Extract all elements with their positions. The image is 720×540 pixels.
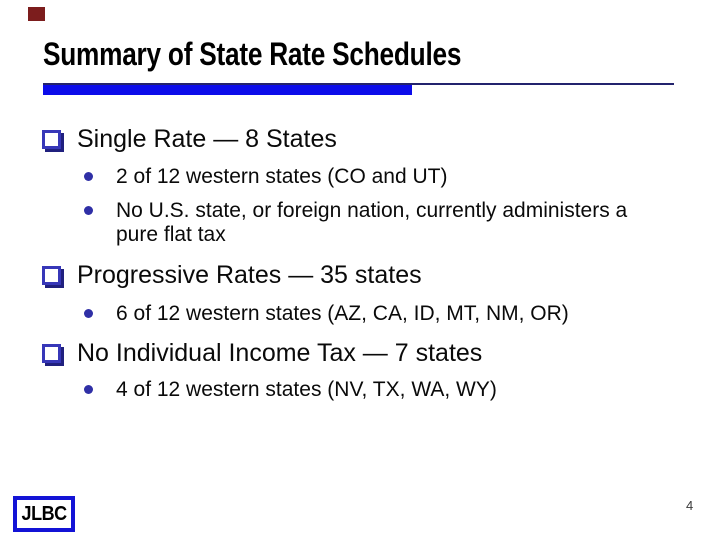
bullet-single-rate: Single Rate — 8 States [42, 126, 702, 153]
bullet-label: No Individual Income Tax — 7 states [77, 339, 483, 367]
dot-bullet-icon [84, 206, 93, 215]
jlbc-logo-label: JLBC [21, 502, 67, 525]
slide-title: Summary of State Rate Schedules [43, 36, 462, 72]
bullet-label: Progressive Rates — 35 states [77, 261, 422, 289]
sub-bullet-western-no-tax: 4 of 12 western states (NV, TX, WA, WY) [84, 378, 714, 402]
sub-bullet-text: 2 of 12 western states (CO and UT) [116, 165, 448, 188]
jlbc-logo: JLBC [13, 496, 75, 532]
dot-bullet-icon [84, 309, 93, 318]
bullet-progressive-rates: Progressive Rates — 35 states [42, 262, 702, 289]
sub-bullet-text: 6 of 12 western states (AZ, CA, ID, MT, … [116, 302, 569, 325]
checkbox-bullet-icon [42, 266, 61, 285]
dot-bullet-icon [84, 385, 93, 394]
sub-bullet-no-flat-tax: No U.S. state, or foreign nation, curren… [84, 199, 714, 247]
sub-bullet-text: 4 of 12 western states (NV, TX, WA, WY) [116, 378, 497, 401]
sub-bullet-western-progressive: 6 of 12 western states (AZ, CA, ID, MT, … [84, 302, 714, 326]
checkbox-bullet-icon [42, 344, 61, 363]
bullet-label: Single Rate — 8 States [77, 125, 337, 153]
checkbox-bullet-icon [42, 130, 61, 149]
bullet-no-income-tax: No Individual Income Tax — 7 states [42, 340, 702, 367]
sub-bullet-western-single: 2 of 12 western states (CO and UT) [84, 165, 714, 189]
sub-bullet-text: No U.S. state, or foreign nation, curren… [116, 199, 628, 246]
dot-bullet-icon [84, 172, 93, 181]
page-number: 4 [686, 498, 694, 513]
title-underline-rule [43, 83, 674, 85]
title-underline-accent-bar [43, 85, 412, 95]
corner-accent-mark [28, 7, 45, 21]
